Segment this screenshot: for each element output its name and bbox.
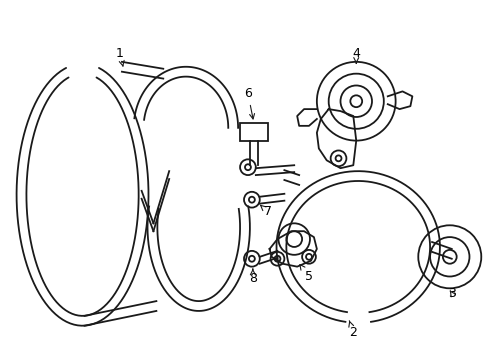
Text: 7: 7 (260, 205, 271, 218)
Text: 5: 5 (299, 265, 312, 283)
Text: 2: 2 (348, 321, 357, 339)
Text: 4: 4 (351, 48, 360, 63)
Text: 8: 8 (248, 269, 256, 285)
Text: 6: 6 (244, 87, 254, 119)
Text: 3: 3 (447, 287, 455, 300)
Text: 1: 1 (116, 48, 124, 66)
FancyBboxPatch shape (240, 123, 267, 141)
